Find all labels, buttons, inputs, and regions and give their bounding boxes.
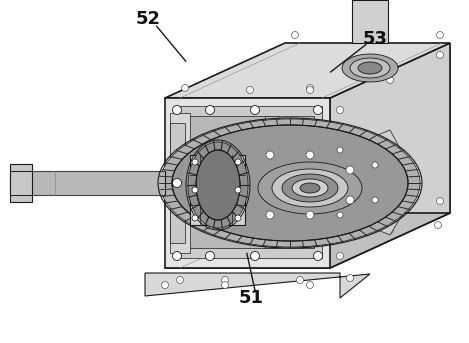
Ellipse shape (342, 54, 398, 82)
Text: 51: 51 (238, 289, 264, 307)
Circle shape (247, 86, 254, 94)
Polygon shape (10, 164, 32, 202)
Polygon shape (165, 213, 450, 268)
Ellipse shape (196, 150, 240, 220)
Polygon shape (187, 148, 314, 160)
Circle shape (437, 32, 444, 38)
Polygon shape (170, 123, 185, 243)
Text: 52: 52 (135, 10, 160, 28)
Circle shape (173, 106, 182, 115)
Circle shape (176, 276, 183, 284)
Circle shape (292, 32, 298, 38)
Circle shape (296, 222, 303, 228)
Circle shape (205, 106, 214, 115)
Circle shape (307, 282, 313, 288)
Circle shape (192, 215, 198, 221)
Ellipse shape (358, 62, 382, 74)
Polygon shape (187, 116, 314, 248)
Ellipse shape (350, 58, 390, 78)
Polygon shape (265, 116, 278, 248)
Circle shape (346, 196, 354, 204)
Circle shape (372, 197, 378, 203)
Ellipse shape (300, 183, 320, 193)
Ellipse shape (172, 125, 408, 241)
Ellipse shape (258, 162, 362, 214)
Circle shape (307, 84, 313, 92)
Circle shape (307, 86, 313, 94)
Circle shape (266, 211, 274, 219)
Circle shape (346, 166, 354, 174)
Circle shape (235, 187, 241, 193)
Circle shape (313, 178, 323, 188)
Ellipse shape (282, 174, 338, 202)
Circle shape (306, 151, 314, 159)
Circle shape (434, 222, 441, 228)
Circle shape (235, 159, 241, 165)
Circle shape (296, 276, 303, 284)
Circle shape (205, 251, 214, 260)
Circle shape (161, 282, 168, 288)
Circle shape (266, 151, 274, 159)
Circle shape (173, 178, 182, 188)
Circle shape (386, 226, 393, 234)
Circle shape (347, 274, 354, 282)
Circle shape (306, 211, 314, 219)
Circle shape (250, 251, 259, 260)
Polygon shape (165, 98, 330, 268)
Circle shape (437, 198, 444, 204)
Circle shape (235, 215, 241, 221)
Circle shape (313, 106, 323, 115)
Polygon shape (170, 113, 190, 253)
Circle shape (336, 252, 343, 260)
Circle shape (313, 251, 323, 260)
Polygon shape (165, 43, 450, 98)
Polygon shape (330, 43, 450, 268)
Polygon shape (352, 0, 388, 43)
Polygon shape (175, 106, 322, 258)
Ellipse shape (292, 179, 328, 197)
Circle shape (192, 159, 198, 165)
Polygon shape (305, 130, 420, 235)
Text: 53: 53 (363, 31, 388, 48)
Polygon shape (190, 155, 245, 225)
Ellipse shape (272, 169, 348, 207)
Circle shape (337, 212, 343, 218)
Ellipse shape (160, 119, 420, 247)
Circle shape (182, 84, 189, 92)
Polygon shape (145, 273, 370, 298)
Circle shape (336, 106, 343, 114)
Circle shape (372, 162, 378, 168)
Polygon shape (10, 171, 165, 195)
Circle shape (173, 251, 182, 260)
Circle shape (437, 51, 444, 59)
Circle shape (250, 106, 259, 115)
Circle shape (221, 282, 228, 288)
Circle shape (337, 147, 343, 153)
Circle shape (221, 276, 228, 284)
Circle shape (192, 187, 198, 193)
Ellipse shape (188, 142, 248, 228)
Polygon shape (285, 43, 450, 213)
Circle shape (386, 76, 393, 83)
